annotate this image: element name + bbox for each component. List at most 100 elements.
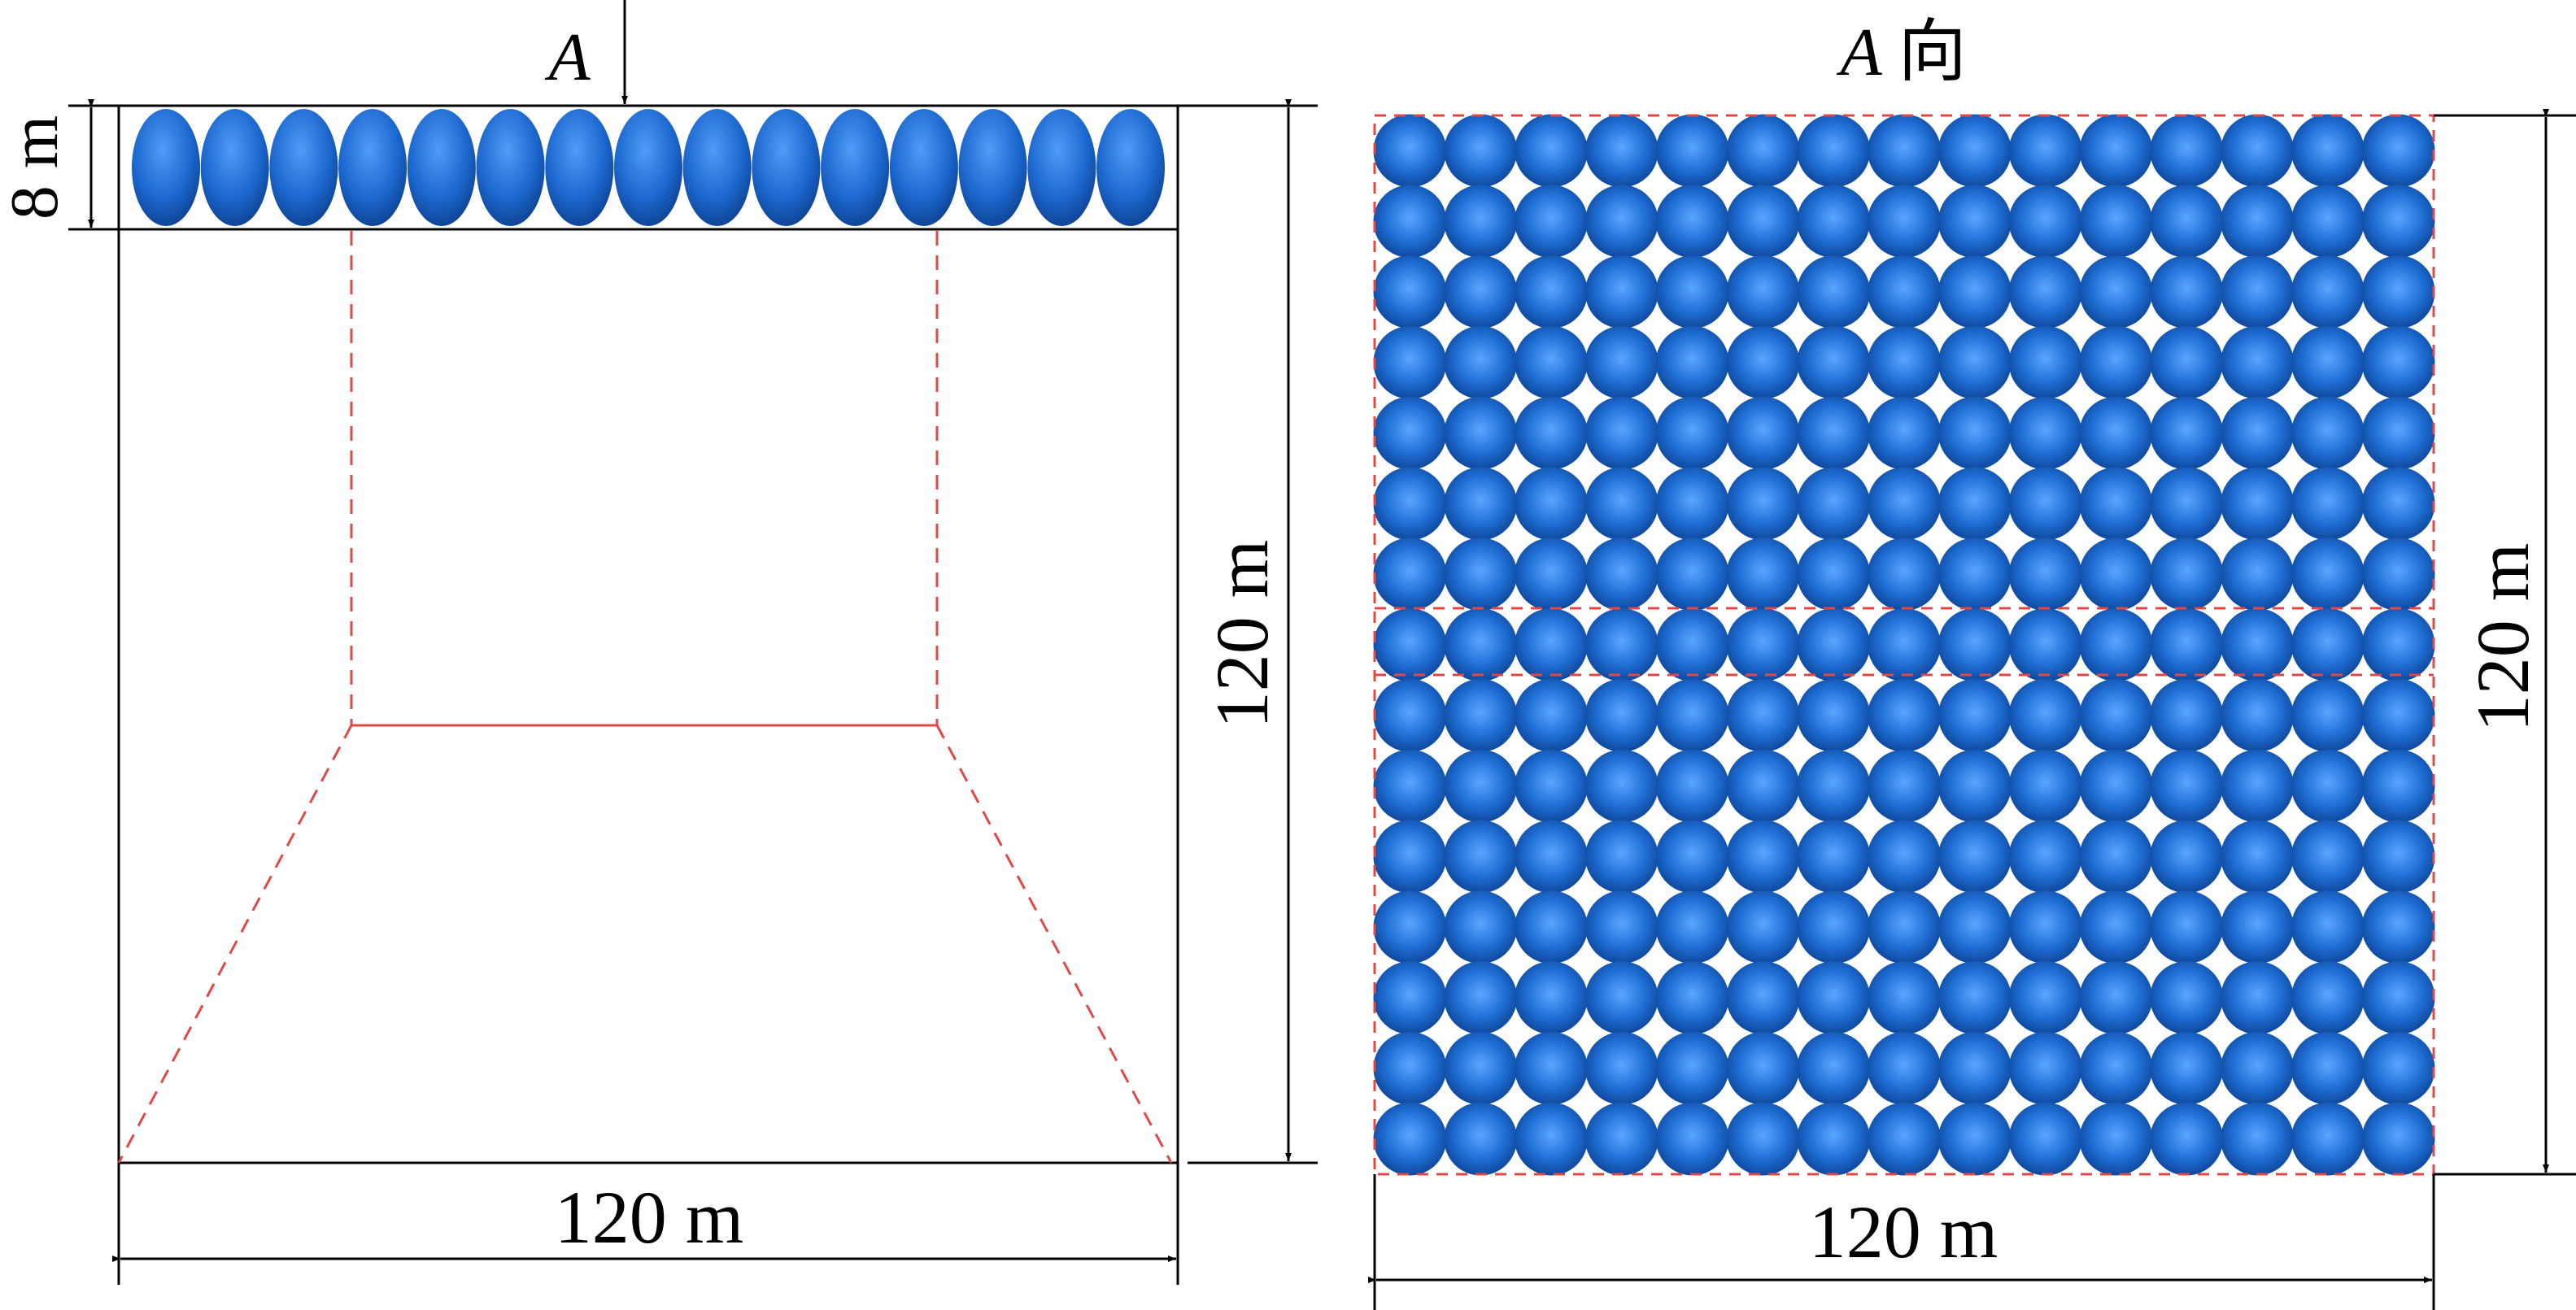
sphere-top [1797, 1102, 1871, 1176]
sphere-top [2079, 890, 2153, 964]
sphere-top [2291, 537, 2365, 611]
sphere-top [1726, 820, 1800, 894]
sphere-top [1373, 1031, 1447, 1105]
sphere-top [1655, 255, 1729, 329]
sphere-top [1515, 608, 1588, 681]
sphere-top [1584, 1031, 1658, 1105]
sphere-top [2079, 325, 2153, 399]
left-vertical-dimension-label: 120 m [1201, 540, 1284, 729]
sphere-top [2291, 890, 2365, 964]
sphere-top [2150, 537, 2224, 611]
sphere-top [1868, 325, 1941, 399]
left-vertical-dimension: 120 m [1178, 99, 1318, 1164]
excavation-outline [117, 231, 1173, 1164]
sphere-top [2291, 608, 2365, 681]
sphere-top [1726, 114, 1800, 188]
sphere-top [1937, 325, 2012, 399]
sphere-side [821, 109, 890, 226]
sphere-top [2079, 467, 2153, 541]
sphere-top [2221, 467, 2294, 541]
sphere-top [2079, 396, 2153, 470]
sphere-top [2361, 608, 2435, 681]
sphere-top [2008, 961, 2082, 1034]
sphere-top [2361, 1031, 2435, 1105]
sphere-top [2150, 820, 2224, 894]
sphere-top [1868, 114, 1941, 188]
sphere-top [2079, 537, 2153, 611]
sphere-top [1726, 1102, 1800, 1176]
sphere-top [1373, 185, 1447, 259]
sphere-top [1515, 890, 1588, 964]
sphere-side [958, 109, 1027, 226]
sphere-top [1515, 114, 1588, 188]
sphere-top [1655, 467, 1729, 541]
sphere-top [2008, 890, 2082, 964]
sphere-top [2150, 396, 2224, 470]
sphere-top [1797, 678, 1871, 752]
sphere-side [1027, 109, 1096, 226]
sphere-top [2361, 961, 2435, 1034]
sphere-top [2150, 1031, 2224, 1105]
sphere-top [2008, 678, 2082, 752]
view-label-suffix: 向 [1898, 15, 1967, 90]
sphere-top [2221, 255, 2294, 329]
sphere-top [1797, 890, 1871, 964]
sphere-top [1797, 467, 1871, 541]
sphere-top [1444, 114, 1518, 188]
sphere-top [2079, 608, 2153, 681]
sphere-top [1444, 820, 1518, 894]
left-horizontal-dimension-label: 120 m [555, 1176, 744, 1259]
sphere-side [545, 109, 614, 226]
sphere-top [1444, 325, 1518, 399]
sphere-top [2291, 749, 2365, 823]
sphere-top [1726, 537, 1800, 611]
sphere-top [2221, 1031, 2294, 1105]
sphere-top [2079, 1031, 2153, 1105]
view-direction-arrow: A [544, 0, 628, 104]
left-box-outline [117, 104, 1179, 1164]
sphere-top [1937, 114, 2012, 188]
sphere-top [1373, 537, 1447, 611]
sphere-top [2008, 608, 2082, 681]
sphere-top [2291, 396, 2365, 470]
sphere-top [1726, 185, 1800, 259]
sphere-top [2221, 325, 2294, 399]
sphere-side [200, 109, 269, 226]
sphere-top [2291, 325, 2365, 399]
sphere-top [1373, 678, 1447, 752]
sphere-top [2150, 185, 2224, 259]
sphere-top [1584, 749, 1658, 823]
sphere-top [1726, 255, 1800, 329]
right-vertical-dimension-label: 120 m [2461, 543, 2544, 733]
sphere-top [1444, 185, 1518, 259]
sphere-top [1373, 890, 1447, 964]
sphere-top [1515, 1031, 1588, 1105]
sphere-top [2008, 255, 2082, 329]
sphere-top [2221, 114, 2294, 188]
sphere-top [2291, 114, 2365, 188]
sphere-top [2221, 185, 2294, 259]
sphere-top [1584, 537, 1658, 611]
sphere-top [1373, 114, 1447, 188]
sphere-top [1868, 820, 1941, 894]
sphere-top [2150, 255, 2224, 329]
sphere-top [1868, 749, 1941, 823]
sphere-side [752, 109, 821, 226]
sphere-top [1937, 185, 2012, 259]
sphere-top [1868, 608, 1941, 681]
sphere-top [1373, 749, 1447, 823]
sphere-top [1868, 678, 1941, 752]
sphere-top [1584, 396, 1658, 470]
sphere-top [1515, 325, 1588, 399]
sphere-side [132, 109, 200, 226]
sphere-top [1937, 1102, 2012, 1176]
sphere-top [1655, 961, 1729, 1034]
sphere-top [1797, 396, 1871, 470]
sphere-top [2079, 255, 2153, 329]
sphere-top [2291, 1031, 2365, 1105]
sphere-top [1584, 608, 1658, 681]
sphere-top [1584, 185, 1658, 259]
sphere-top [1726, 608, 1800, 681]
sphere-top [1373, 467, 1447, 541]
sphere-top [1584, 820, 1658, 894]
